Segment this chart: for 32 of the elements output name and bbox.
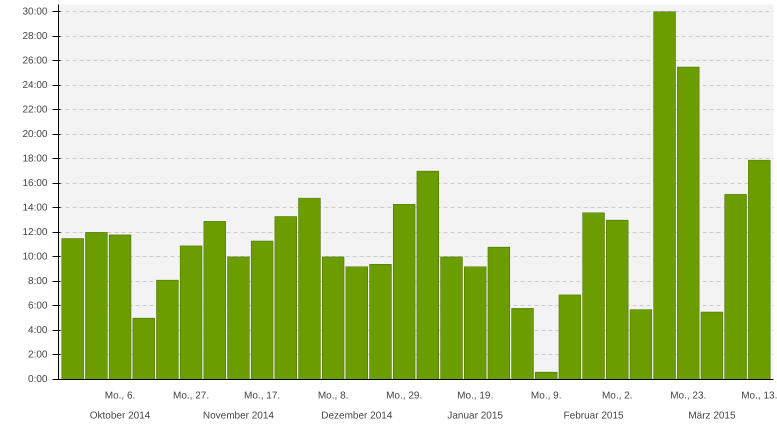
x-tick-label: Mo., 29. bbox=[386, 390, 422, 402]
y-tick-label: 28:00 bbox=[22, 30, 48, 42]
y-tick-label: 14:00 bbox=[22, 202, 48, 214]
y-tick-label: 20:00 bbox=[22, 128, 48, 140]
x-tick-label: Mo., 19. bbox=[457, 390, 494, 402]
y-tick-label: 10:00 bbox=[22, 251, 48, 262]
x-tick-label: Mo., 6. bbox=[104, 390, 136, 402]
x-tick-label: Mo., 13. bbox=[741, 390, 777, 402]
y-tick-label: 16:00 bbox=[22, 178, 48, 189]
text: Januar 2015 bbox=[447, 410, 504, 422]
text: Dezember 2014 bbox=[321, 410, 393, 422]
y-tick-label: 30:00 bbox=[22, 6, 48, 18]
y-tick-label: 0:00 bbox=[28, 374, 48, 385]
y-tick-label: 8:00 bbox=[28, 276, 48, 287]
y-tick-label: 18:00 bbox=[22, 153, 48, 164]
text: Oktober 2014 bbox=[90, 410, 151, 422]
y-tick-label: 6:00 bbox=[28, 300, 48, 312]
text: Februar 2015 bbox=[564, 410, 624, 422]
y-tick-label: 24:00 bbox=[22, 80, 48, 91]
y-tick-label: 2:00 bbox=[28, 349, 48, 360]
x-tick-label: Mo., 17. bbox=[244, 390, 280, 402]
x-tick-label: Mo., 9. bbox=[530, 390, 562, 402]
y-tick-label: 4:00 bbox=[28, 324, 48, 336]
x-tick-label: Mo., 27. bbox=[173, 390, 210, 402]
text: März 2015 bbox=[688, 410, 736, 422]
y-tick-label: 22:00 bbox=[22, 104, 48, 116]
text: November 2014 bbox=[202, 410, 274, 422]
x-tick-label: Mo., 8. bbox=[318, 390, 348, 402]
y-tick-label: 26:00 bbox=[22, 55, 48, 66]
y-tick-label: 12:00 bbox=[22, 226, 48, 238]
x-tick-label: Mo., 2. bbox=[602, 390, 633, 402]
x-tick-label: Mo., 23. bbox=[670, 390, 706, 402]
